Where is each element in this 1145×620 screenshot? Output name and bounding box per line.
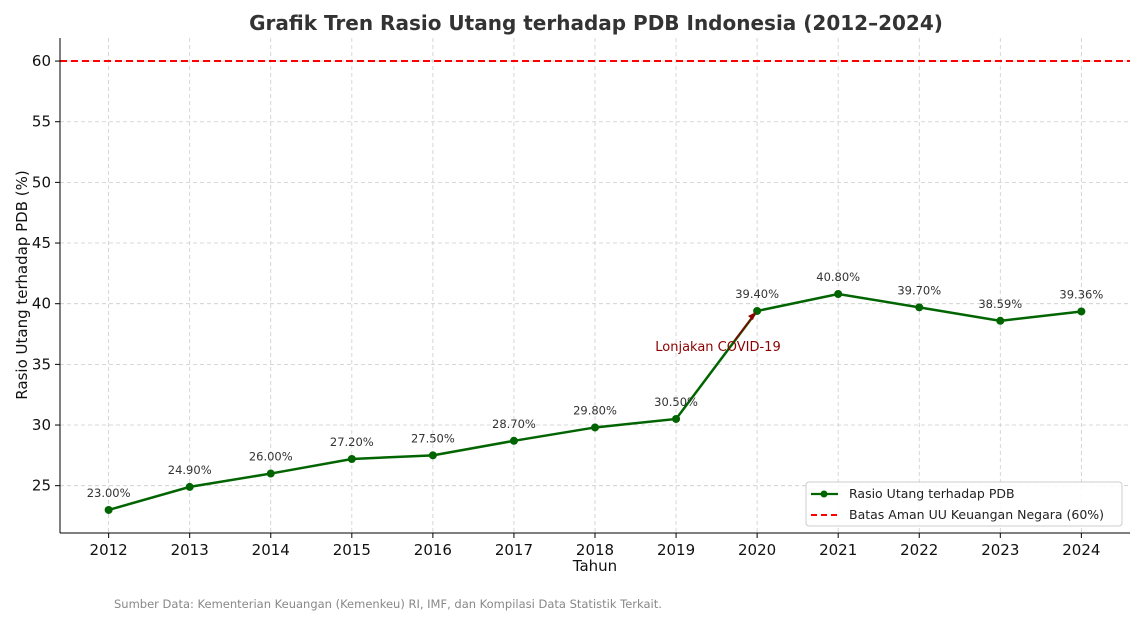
x-tick-label: 2013 <box>171 541 209 559</box>
y-tick-label: 30 <box>32 416 51 434</box>
data-point <box>104 505 113 514</box>
data-point <box>428 451 437 460</box>
axes: 2012 2013 2014 2015 2016 2017 2018 2019 2020 2021… <box>32 38 1130 559</box>
legend-marker-series <box>820 490 828 498</box>
x-tick-label: 2012 <box>90 541 128 559</box>
data-label: 39.40% <box>735 287 779 301</box>
x-tick-label: 2023 <box>981 541 1019 559</box>
x-tick-label: 2020 <box>738 541 776 559</box>
y-tick-label: 50 <box>32 173 51 191</box>
annotation-text: Lonjakan COVID-19 <box>655 340 780 355</box>
x-tick-label: 2014 <box>252 541 290 559</box>
legend-box <box>805 481 1123 527</box>
data-label: 39.70% <box>897 283 941 297</box>
chart-title: Grafik Tren Rasio Utang terhadap PDB Ind… <box>249 11 943 35</box>
data-point <box>347 454 356 463</box>
data-point <box>591 423 599 432</box>
data-label: 30.50% <box>654 395 698 409</box>
data-point <box>834 289 843 298</box>
x-axis-label: Tahun <box>572 557 617 575</box>
y-tick-label: 35 <box>32 355 51 373</box>
y-tick-label: 40 <box>32 295 51 313</box>
data-labels: 23.00% 24.90% 26.00% 27.20% 27.50% 28.70% 29.8… <box>87 270 1104 500</box>
data-point <box>509 436 518 445</box>
data-label: 39.36% <box>1059 287 1103 301</box>
data-label: 29.80% <box>573 403 617 417</box>
data-label: 26.00% <box>249 450 293 464</box>
data-label: 40.80% <box>816 270 860 284</box>
legend-label-series: Rasio Utang terhadap PDB <box>849 486 1015 501</box>
legend-label-reference: Batas Aman UU Keuangan Negara (60%) <box>849 507 1104 522</box>
y-tick-label: 25 <box>32 477 51 495</box>
annotation: Lonjakan COVID-19 <box>655 312 781 355</box>
x-tick-label: 2019 <box>657 541 695 559</box>
data-point <box>915 303 924 312</box>
data-point <box>672 414 681 423</box>
data-point <box>996 316 1005 325</box>
x-tick-label: 2017 <box>495 541 533 559</box>
grid <box>60 38 1130 533</box>
data-label: 38.59% <box>978 297 1022 311</box>
y-axis-label: Rasio Utang terhadap PDB (%) <box>13 170 31 399</box>
annotation-arrowhead <box>748 312 756 320</box>
x-tick-label: 2024 <box>1062 541 1100 559</box>
data-label: 27.20% <box>330 435 374 449</box>
legend: Rasio Utang terhadap PDB Batas Aman UU K… <box>805 481 1123 527</box>
y-tick-label: 45 <box>32 234 51 252</box>
data-point <box>185 482 194 491</box>
data-point <box>1077 307 1086 316</box>
x-tick-label: 2022 <box>900 541 938 559</box>
y-tick-label: 55 <box>32 113 51 131</box>
data-label: 23.00% <box>87 486 131 500</box>
x-tick-label: 2016 <box>414 541 452 559</box>
data-label: 27.50% <box>411 431 455 445</box>
x-tick-label: 2021 <box>819 541 857 559</box>
x-tick-label: 2018 <box>576 541 614 559</box>
x-tick-label: 2015 <box>333 541 371 559</box>
annotation-arrow <box>734 314 755 341</box>
source-note: Sumber Data: Kementerian Keuangan (Kemen… <box>114 597 662 611</box>
y-tick-label: 60 <box>32 52 51 70</box>
data-label: 24.90% <box>168 463 212 477</box>
data-point <box>266 469 275 478</box>
data-label: 28.70% <box>492 417 536 431</box>
